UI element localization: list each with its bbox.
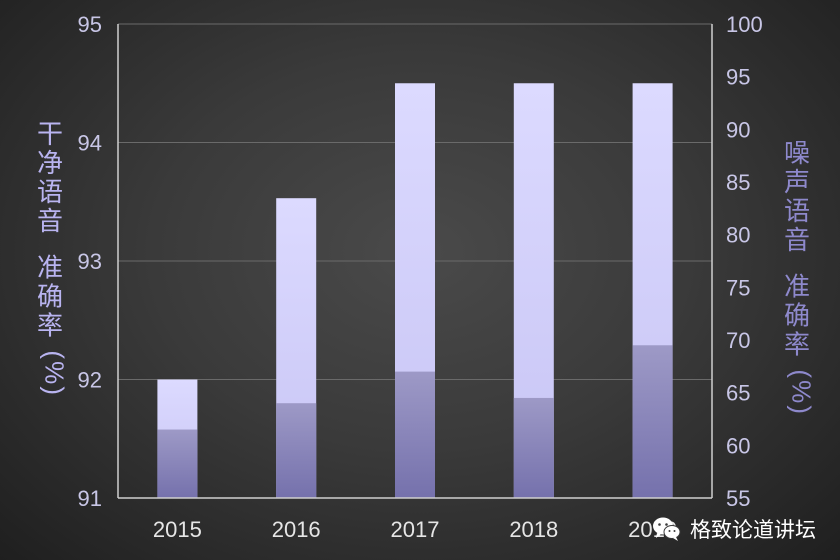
y-tick-right: 90 <box>726 117 750 142</box>
y-tick-left: 94 <box>78 131 102 156</box>
bar-noise-2015 <box>157 429 198 498</box>
bar-noise-2018 <box>513 397 554 498</box>
x-tick-label: 2016 <box>272 517 321 542</box>
watermark-text: 格致论道讲坛 <box>690 518 816 542</box>
wechat-icon <box>653 517 681 541</box>
y-tick-right: 75 <box>726 275 750 300</box>
y-tick-left: 95 <box>78 12 102 37</box>
y-tick-right: 85 <box>726 170 750 195</box>
bars <box>157 83 673 498</box>
y-axis-label-left: 干净语音准确率 <box>37 119 63 340</box>
y-tick-right: 55 <box>726 486 750 511</box>
bar-noise-2017 <box>395 371 435 498</box>
y-tick-right: 65 <box>726 381 750 406</box>
y-axis-label-left-glyph: % <box>40 361 70 384</box>
x-tick-label: 2015 <box>153 517 202 542</box>
y-tick-left: 93 <box>78 249 102 274</box>
y-axis-label-right: 噪声语音准确率 <box>784 138 810 359</box>
y-axis-label-left-glyph: ) <box>40 386 70 395</box>
y-axis-label-right-glyph: ) <box>787 405 817 414</box>
watermark: 格致论道讲坛 <box>652 514 816 544</box>
axes <box>117 24 713 499</box>
y-tick-right: 60 <box>726 433 750 458</box>
y-axis-label-right-glyph: ( <box>787 369 817 378</box>
bar-noise-2019 <box>632 345 673 498</box>
y-tick-right: 80 <box>726 223 750 248</box>
y-tick-right: 70 <box>726 328 750 353</box>
bar-noise-2016 <box>276 403 317 498</box>
x-tick-label: 2017 <box>391 517 440 542</box>
x-tick-label: 2018 <box>509 517 558 542</box>
y-tick-right: 100 <box>726 12 763 37</box>
y-axis-label-left-glyph: ( <box>40 350 70 359</box>
y-axis-label-right-glyph: % <box>787 380 817 403</box>
y-tick-right: 95 <box>726 65 750 90</box>
y-tick-left: 91 <box>78 486 102 511</box>
y-tick-left: 92 <box>78 368 102 393</box>
tick-labels: 91 92 93 94 95 55 60 65 70 75 80 85 90 95 100 2015 2016 2… <box>78 12 763 542</box>
